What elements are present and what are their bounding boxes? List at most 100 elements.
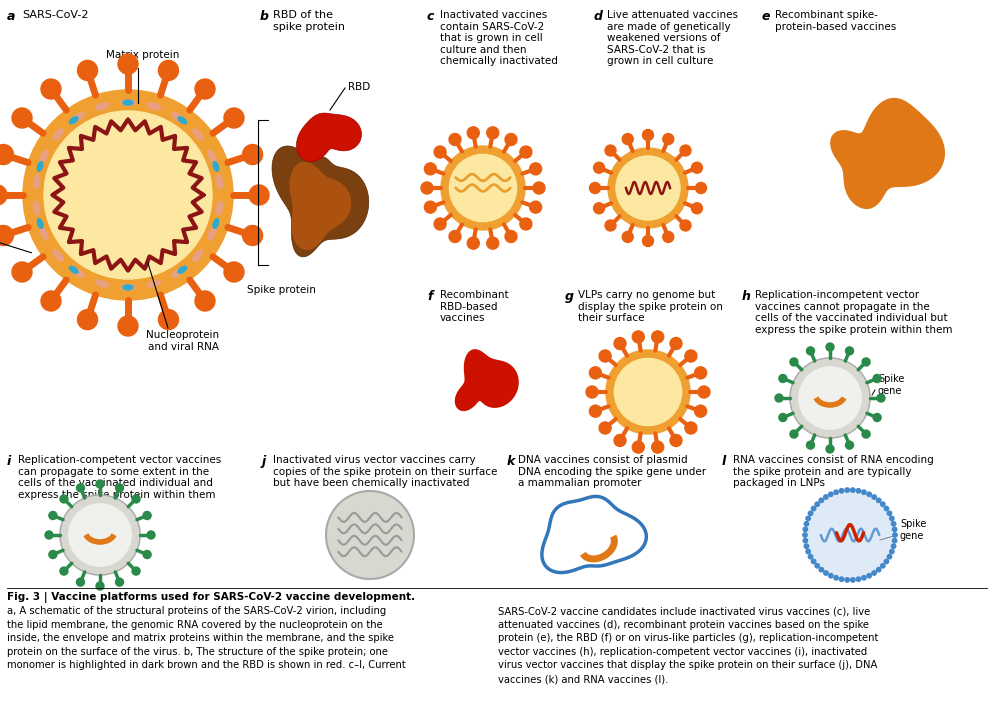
Circle shape (846, 347, 854, 355)
Text: Nucleoprotein
and viral RNA: Nucleoprotein and viral RNA (146, 330, 220, 352)
Circle shape (834, 490, 838, 494)
Circle shape (806, 550, 810, 554)
Circle shape (520, 146, 532, 158)
Ellipse shape (38, 161, 43, 171)
Text: Recombinant
RBD-based
vaccines: Recombinant RBD-based vaccines (440, 290, 509, 323)
Circle shape (877, 567, 881, 572)
Circle shape (118, 54, 138, 74)
Circle shape (60, 567, 68, 575)
Circle shape (893, 538, 897, 543)
Circle shape (608, 148, 688, 228)
Circle shape (599, 422, 611, 434)
Circle shape (78, 310, 97, 329)
Circle shape (599, 350, 611, 362)
Circle shape (115, 484, 123, 492)
Ellipse shape (72, 113, 84, 122)
Circle shape (885, 506, 889, 511)
Ellipse shape (217, 201, 223, 215)
Circle shape (829, 492, 833, 496)
Text: j: j (262, 455, 266, 468)
Text: d: d (594, 10, 603, 23)
Circle shape (826, 343, 834, 351)
Circle shape (892, 522, 896, 526)
Polygon shape (296, 113, 362, 161)
Ellipse shape (53, 250, 64, 261)
Circle shape (467, 127, 479, 139)
Circle shape (881, 564, 885, 568)
Text: c: c (427, 10, 434, 23)
Ellipse shape (40, 227, 48, 240)
Circle shape (249, 185, 269, 205)
Ellipse shape (193, 250, 203, 261)
Circle shape (877, 394, 885, 402)
Ellipse shape (121, 100, 135, 105)
Circle shape (605, 220, 616, 231)
Ellipse shape (217, 175, 223, 189)
Circle shape (851, 578, 855, 582)
Circle shape (890, 516, 894, 521)
Circle shape (520, 218, 532, 230)
Circle shape (593, 203, 604, 214)
Circle shape (12, 108, 32, 128)
Text: SARS-CoV-2 vaccine candidates include inactivated virus vaccines (c), live
atten: SARS-CoV-2 vaccine candidates include in… (498, 606, 879, 684)
Ellipse shape (208, 227, 216, 240)
Circle shape (856, 577, 861, 581)
Circle shape (692, 162, 703, 173)
Circle shape (811, 559, 816, 564)
Circle shape (845, 488, 850, 492)
Circle shape (881, 502, 885, 506)
Circle shape (49, 512, 57, 519)
Polygon shape (289, 162, 351, 250)
Circle shape (195, 291, 215, 311)
Ellipse shape (70, 266, 78, 273)
Circle shape (775, 394, 783, 402)
Circle shape (873, 374, 881, 383)
Circle shape (806, 516, 810, 521)
Text: Spike
gene: Spike gene (900, 519, 926, 541)
Ellipse shape (40, 150, 48, 163)
Circle shape (60, 495, 140, 575)
Text: b: b (260, 10, 269, 23)
Circle shape (862, 358, 870, 366)
Text: e: e (762, 10, 770, 23)
Circle shape (449, 154, 517, 222)
Text: Live attenuated vaccines
are made of genetically
weakened versions of
SARS-CoV-2: Live attenuated vaccines are made of gen… (607, 10, 738, 67)
Circle shape (421, 182, 433, 194)
Text: a: a (7, 10, 15, 23)
Circle shape (23, 90, 233, 300)
Circle shape (41, 291, 61, 311)
Circle shape (158, 310, 179, 329)
Circle shape (698, 386, 710, 398)
Circle shape (49, 550, 57, 559)
Circle shape (862, 490, 866, 494)
Circle shape (808, 555, 813, 559)
Circle shape (695, 405, 707, 417)
Text: Inactivated virus vector vaccines carry
copies of the spike protein on their sur: Inactivated virus vector vaccines carry … (273, 455, 497, 488)
Circle shape (642, 235, 653, 246)
Text: RBD of the
spike protein: RBD of the spike protein (273, 10, 345, 32)
Circle shape (829, 574, 833, 578)
Circle shape (803, 527, 807, 531)
Circle shape (803, 533, 807, 537)
Circle shape (530, 201, 542, 213)
Circle shape (824, 571, 828, 575)
Text: Replication-incompetent vector
vaccines cannot propagate in the
cells of the vac: Replication-incompetent vector vaccines … (755, 290, 952, 335)
Circle shape (326, 491, 414, 579)
Text: Fig. 3 | Vaccine platforms used for SARS-CoV-2 vaccine development.: Fig. 3 | Vaccine platforms used for SARS… (7, 592, 415, 603)
Circle shape (696, 183, 707, 194)
Text: Matrix protein: Matrix protein (106, 50, 180, 60)
Circle shape (799, 367, 861, 429)
Ellipse shape (178, 266, 187, 273)
Circle shape (614, 435, 626, 446)
Circle shape (680, 145, 691, 156)
Circle shape (449, 133, 461, 145)
Circle shape (670, 338, 682, 350)
Circle shape (663, 133, 674, 145)
Ellipse shape (34, 175, 40, 189)
Circle shape (845, 578, 850, 582)
Text: Inactivated vaccines
contain SARS-CoV-2
that is grown in cell
culture and then
c: Inactivated vaccines contain SARS-CoV-2 … (440, 10, 558, 67)
Ellipse shape (38, 219, 43, 228)
Circle shape (622, 133, 633, 145)
Circle shape (652, 331, 664, 343)
Circle shape (803, 538, 807, 543)
